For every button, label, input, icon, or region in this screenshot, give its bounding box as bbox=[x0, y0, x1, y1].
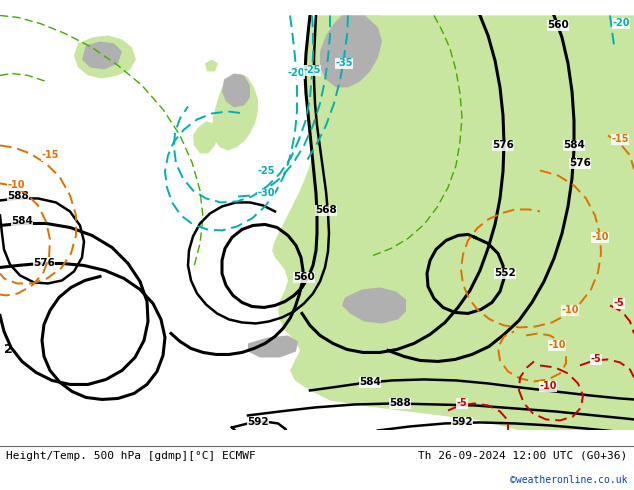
Text: -5: -5 bbox=[591, 354, 602, 365]
Polygon shape bbox=[222, 74, 250, 107]
Text: 576: 576 bbox=[569, 158, 591, 169]
Text: Th 26-09-2024 12:00 UTC (G0+36): Th 26-09-2024 12:00 UTC (G0+36) bbox=[418, 451, 628, 461]
Text: -5: -5 bbox=[614, 298, 624, 308]
Text: 552: 552 bbox=[494, 269, 516, 278]
Text: -10: -10 bbox=[540, 381, 557, 392]
Text: 2: 2 bbox=[4, 343, 13, 356]
Text: 584: 584 bbox=[563, 141, 585, 150]
Polygon shape bbox=[248, 336, 298, 357]
Polygon shape bbox=[74, 35, 136, 78]
Polygon shape bbox=[193, 122, 218, 153]
Polygon shape bbox=[272, 16, 634, 430]
Text: 584: 584 bbox=[359, 377, 381, 388]
Text: -10: -10 bbox=[7, 180, 25, 191]
Text: -15: -15 bbox=[611, 134, 629, 145]
Text: -25: -25 bbox=[303, 66, 321, 75]
Text: 576: 576 bbox=[33, 258, 55, 269]
Text: -5: -5 bbox=[456, 398, 467, 409]
Polygon shape bbox=[82, 42, 122, 70]
Text: 592: 592 bbox=[451, 417, 473, 427]
Polygon shape bbox=[330, 116, 342, 135]
Text: -20: -20 bbox=[612, 19, 630, 28]
Text: -20: -20 bbox=[287, 69, 305, 78]
Text: 568: 568 bbox=[315, 205, 337, 216]
Text: -10: -10 bbox=[548, 341, 566, 350]
Text: -30: -30 bbox=[257, 189, 275, 198]
Text: Height/Temp. 500 hPa [gdmp][°C] ECMWF: Height/Temp. 500 hPa [gdmp][°C] ECMWF bbox=[6, 451, 256, 461]
Text: 588: 588 bbox=[389, 398, 411, 409]
Polygon shape bbox=[342, 288, 406, 323]
Text: 592: 592 bbox=[247, 417, 269, 427]
Polygon shape bbox=[212, 74, 258, 150]
Text: ©weatheronline.co.uk: ©weatheronline.co.uk bbox=[510, 475, 628, 485]
Text: 560: 560 bbox=[547, 21, 569, 30]
Text: 560: 560 bbox=[293, 272, 315, 282]
Text: -10: -10 bbox=[561, 305, 579, 316]
Text: 588: 588 bbox=[7, 192, 29, 201]
Text: -25: -25 bbox=[257, 167, 275, 176]
Polygon shape bbox=[320, 16, 412, 135]
Text: -35: -35 bbox=[335, 58, 353, 69]
Polygon shape bbox=[205, 59, 218, 72]
Polygon shape bbox=[320, 16, 382, 87]
Text: 576: 576 bbox=[492, 141, 514, 150]
Text: 584: 584 bbox=[11, 217, 33, 226]
Text: -15: -15 bbox=[41, 150, 59, 160]
Text: -10: -10 bbox=[592, 232, 609, 243]
